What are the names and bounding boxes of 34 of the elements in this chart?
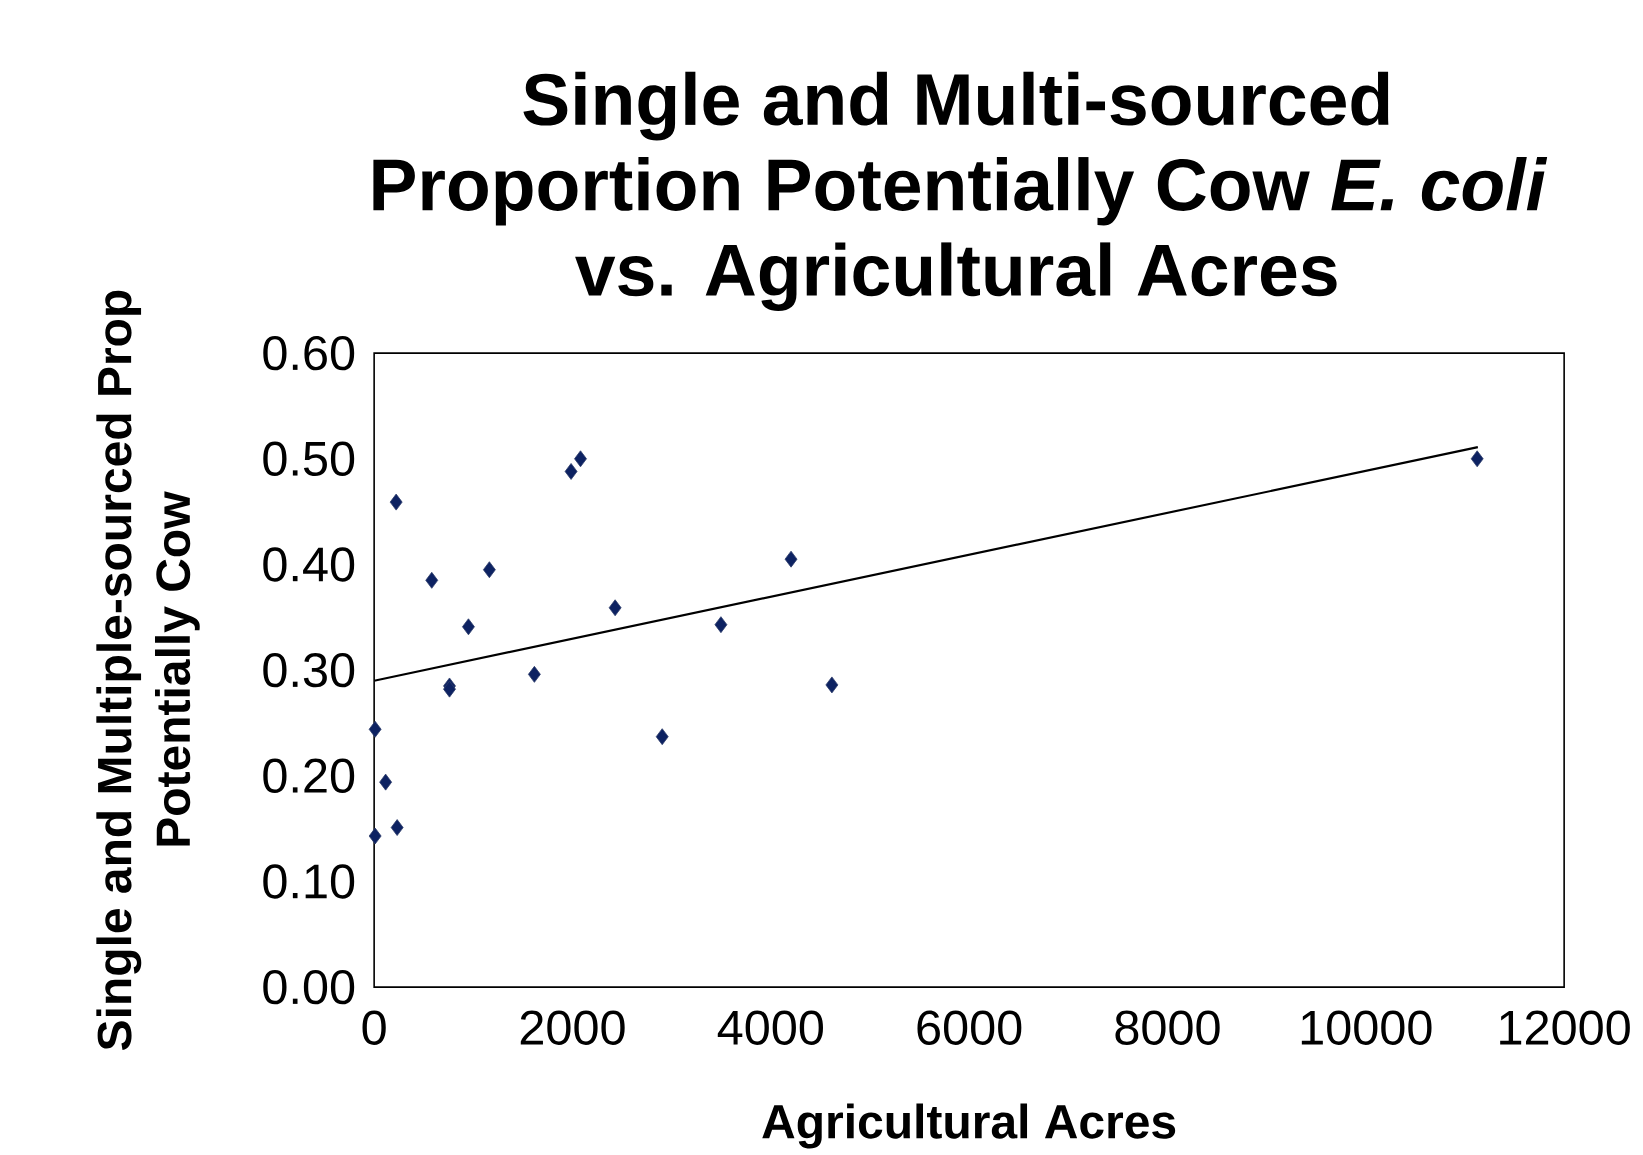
- chart-title: Single and Multi-sourced Proportion Potentially Cow E. coli vs. Agricultural Acres: [373, 71, 1548, 312]
- point: [390, 819, 404, 836]
- point: [389, 493, 403, 511]
- x-tick-label: 0: [362, 1010, 386, 1045]
- point: [368, 827, 382, 845]
- point: [574, 450, 587, 468]
- point: [462, 618, 475, 636]
- point: [527, 665, 541, 683]
- y-tick-label: 0.00: [263, 969, 355, 1005]
- x-tick-label: 4000: [717, 1010, 823, 1045]
- y-axis-title: Single and Multiple-sourced Prop Potentially Cow: [96, 290, 200, 1051]
- point: [655, 728, 669, 746]
- point: [784, 550, 798, 568]
- y-tick-label: 0.40: [263, 547, 355, 582]
- y-tick-label: 0.10: [263, 864, 355, 899]
- y-tick-label: 0.20: [263, 758, 355, 794]
- point: [608, 599, 622, 617]
- point: [379, 773, 393, 791]
- point: [564, 463, 578, 480]
- x-tick-label: 12000: [1500, 1010, 1630, 1045]
- y-tick-label: 0.30: [263, 652, 355, 688]
- x-tick-label: 2000: [520, 1010, 625, 1045]
- x-tick-label: 8000: [1115, 1010, 1220, 1045]
- x-tick-label: 6000: [917, 1010, 1022, 1045]
- point: [482, 561, 496, 579]
- x-tick-label: 10000: [1301, 1010, 1432, 1045]
- point: [425, 571, 439, 589]
- point: [714, 616, 728, 634]
- y-tick-label: 0.60: [263, 335, 355, 371]
- point: [368, 720, 382, 738]
- point: [825, 676, 839, 694]
- y-tick-label: 0.50: [263, 441, 355, 477]
- point: [1470, 450, 1484, 468]
- x-axis-title: Agricultural Acres: [762, 1103, 1176, 1149]
